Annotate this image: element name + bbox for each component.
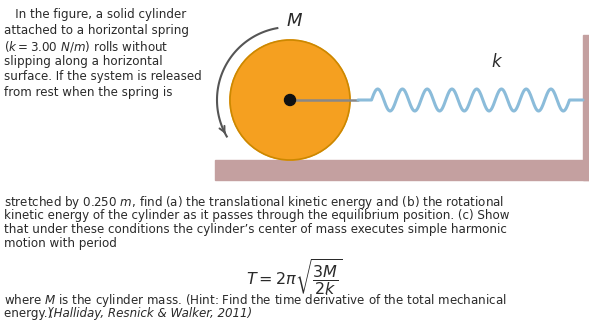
Text: slipping along a horizontal: slipping along a horizontal [4, 54, 163, 68]
Circle shape [284, 94, 296, 106]
Text: that under these conditions the cylinder’s center of mass executes simple harmon: that under these conditions the cylinder… [4, 223, 507, 236]
Text: $T = 2\pi\sqrt{\dfrac{3M}{2k}}$: $T = 2\pi\sqrt{\dfrac{3M}{2k}}$ [246, 258, 342, 298]
Text: In the figure, a solid cylinder: In the figure, a solid cylinder [4, 8, 186, 21]
Text: $(k = 3.00\ N/m)$ rolls without: $(k = 3.00\ N/m)$ rolls without [4, 39, 168, 54]
Bar [215, 160, 589, 180]
Text: surface. If the system is released: surface. If the system is released [4, 70, 202, 83]
Text: attached to a horizontal spring: attached to a horizontal spring [4, 24, 189, 36]
Text: kinetic energy of the cylinder as it passes through the equilibrium position. (c: kinetic energy of the cylinder as it pas… [4, 209, 509, 222]
Text: $\mathit{M}$: $\mathit{M}$ [286, 12, 303, 30]
Circle shape [230, 40, 350, 160]
Text: from rest when the spring is: from rest when the spring is [4, 86, 173, 99]
Text: energy.): energy.) [4, 307, 56, 319]
Text: $\mathit{k}$: $\mathit{k}$ [491, 53, 504, 71]
Text: stretched by $0.250\ m$, find (a) the translational kinetic energy and (b) the r: stretched by $0.250\ m$, find (a) the tr… [4, 194, 504, 211]
Text: where $M$ is the cylinder mass. (Hint: Find the time derivative of the total mec: where $M$ is the cylinder mass. (Hint: F… [4, 292, 507, 309]
Text: (Halliday, Resnick & Walker, 2011): (Halliday, Resnick & Walker, 2011) [49, 307, 252, 319]
Bar [583, 35, 589, 180]
Text: motion with period: motion with period [4, 238, 117, 251]
